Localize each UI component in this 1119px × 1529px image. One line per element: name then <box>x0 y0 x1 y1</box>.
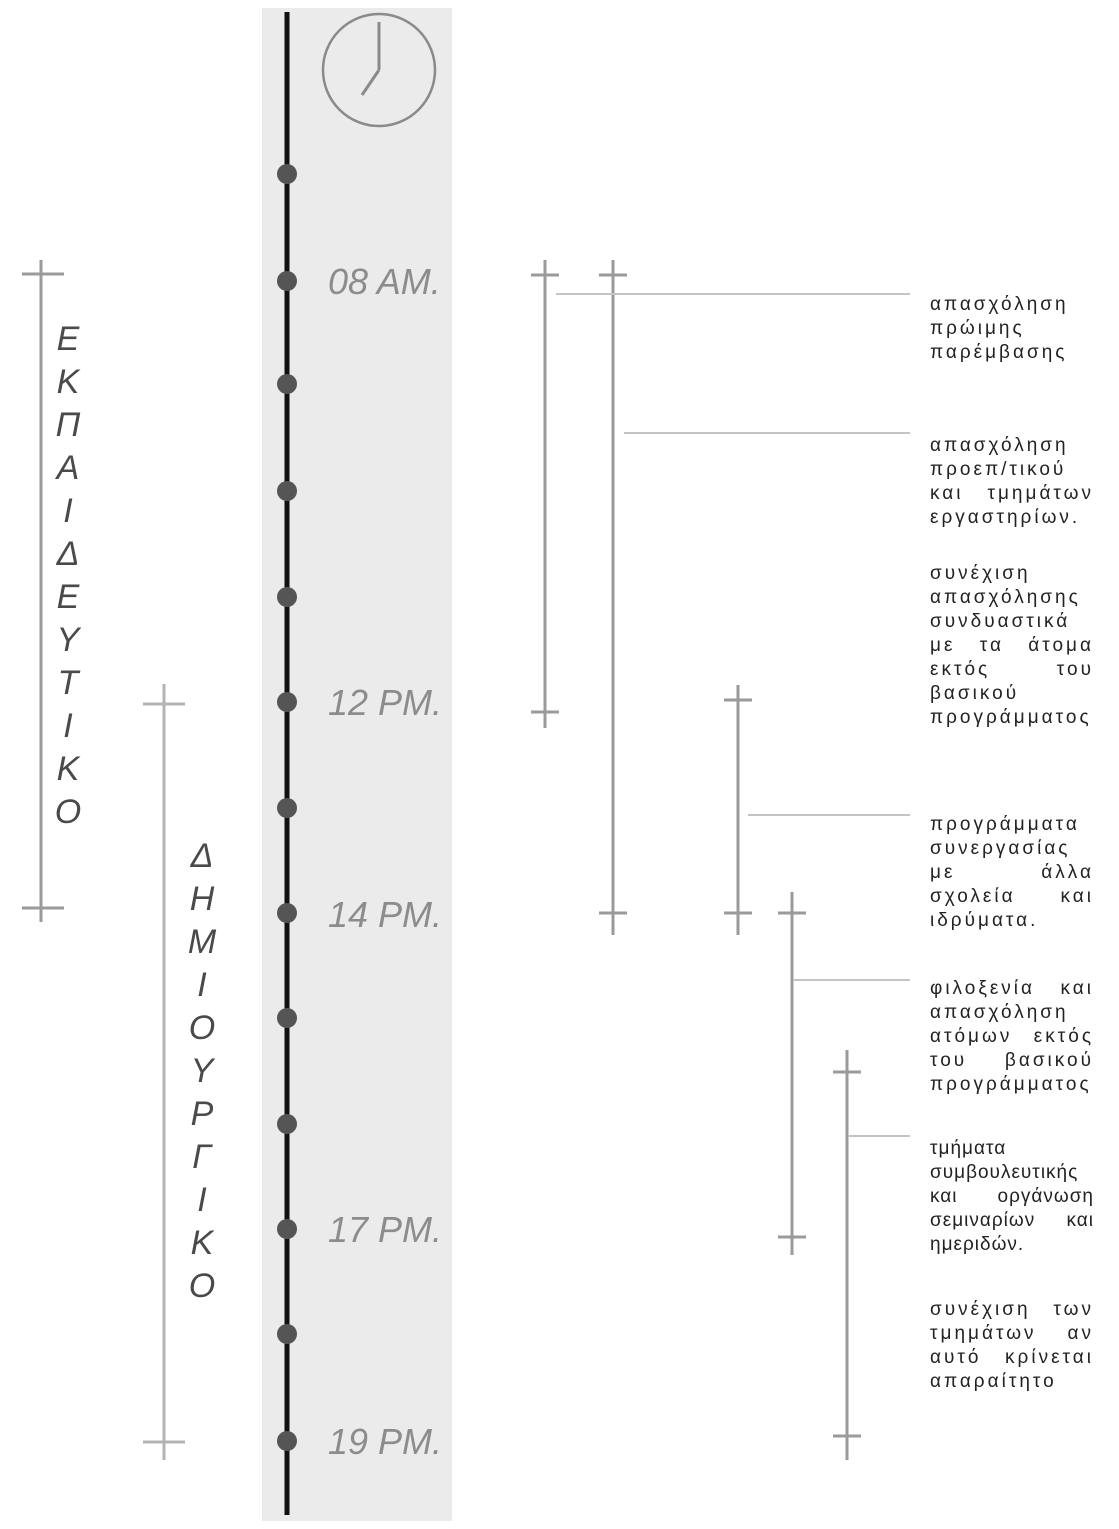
note-counseling: τμήματα συμβουλευτικής και οργάνωση σεμι… <box>930 1138 1094 1255</box>
timeline-dot <box>277 164 297 184</box>
timeline-dots <box>277 164 297 1451</box>
range-bar-early-intervention <box>531 260 559 728</box>
primary-letter: Δ <box>190 837 214 875</box>
timeline-dot <box>277 692 297 712</box>
preschool-letter: Κ <box>56 363 80 401</box>
note-continue-classes: συνέχιση των τμημάτων αν αυτό κρίνεται α… <box>930 1299 1094 1392</box>
range-bar-collaboration <box>724 685 752 935</box>
note-collaboration: προγράμματα συνεργασίας με άλλα σχολεία … <box>930 814 1094 931</box>
timeline-band <box>262 8 452 1521</box>
primary-letter: Κ <box>190 1224 214 1262</box>
note-preschool-activities: απασχόληση προεπ/τικού και τμημάτων εργα… <box>930 435 1094 528</box>
clock-icon <box>321 12 437 128</box>
primary-letter: Ο <box>188 1009 216 1047</box>
primary-letter: Ι <box>197 966 207 1004</box>
primary-letter: Γ <box>192 1138 212 1176</box>
range-bar-hosting <box>778 892 806 1255</box>
time-label-17: 17 PM. <box>328 1209 443 1250</box>
time-label-14: 14 PM. <box>328 894 443 935</box>
range-bar-preschool <box>22 260 64 922</box>
primary-letter: Η <box>189 880 215 918</box>
preschool-letter: Π <box>55 406 81 444</box>
range-bar-primary <box>143 684 185 1460</box>
preschool-letter: Ι <box>63 707 73 745</box>
timeline-dot <box>277 481 297 501</box>
note-hosting: φιλοξενία και απασχόληση ατόμων εκτός το… <box>930 978 1094 1095</box>
timeline-dot <box>277 1431 297 1451</box>
time-label-08: 08 AM. <box>328 261 441 302</box>
primary-letter: Υ <box>190 1052 214 1090</box>
range-bar-preschool-activities <box>599 260 627 935</box>
preschool-letter: Ι <box>63 492 73 530</box>
timeline-dot <box>277 1008 297 1028</box>
timeline-dot <box>277 798 297 818</box>
note-continuation: συνέχιση απασχόλησης συνδυαστικά με τα ά… <box>930 563 1094 728</box>
timeline-dot <box>277 374 297 394</box>
preschool-letter: Ο <box>54 793 82 831</box>
primary-letter: Ρ <box>190 1095 214 1133</box>
leader-lines <box>556 293 910 1137</box>
timeline-dot <box>277 271 297 291</box>
primary-letter: Ι <box>197 1181 207 1219</box>
primary-letter: Ο <box>188 1267 216 1305</box>
primary-letter: Μ <box>187 923 217 961</box>
preschool-letter: Δ <box>56 535 80 573</box>
timeline-dot <box>277 587 297 607</box>
time-label-19: 19 PM. <box>328 1421 443 1462</box>
note-early-intervention: απασχόληση πρώιμης παρέμβασης <box>930 294 1069 363</box>
timeline-dot <box>277 1324 297 1344</box>
time-label-12: 12 PM. <box>328 682 443 723</box>
preschool-letter: Κ <box>56 750 80 788</box>
timeline-dot <box>277 903 297 923</box>
preschool-letter: Α <box>56 449 80 487</box>
preschool-letter: Υ <box>56 621 80 659</box>
preschool-letter: Ε <box>56 320 80 358</box>
range-bar-counseling <box>833 1050 861 1460</box>
preschool-letter: Τ <box>57 664 79 702</box>
timeline-dot <box>277 1114 297 1134</box>
preschool-letter: Ε <box>56 578 80 616</box>
timeline-dot <box>277 1219 297 1239</box>
